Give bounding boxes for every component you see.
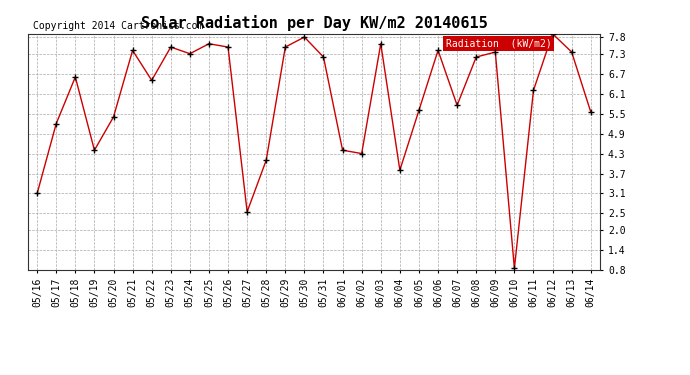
Text: Copyright 2014 Cartronics.com: Copyright 2014 Cartronics.com <box>33 21 204 32</box>
Text: Radiation  (kW/m2): Radiation (kW/m2) <box>446 39 551 48</box>
Title: Solar Radiation per Day KW/m2 20140615: Solar Radiation per Day KW/m2 20140615 <box>141 15 487 31</box>
